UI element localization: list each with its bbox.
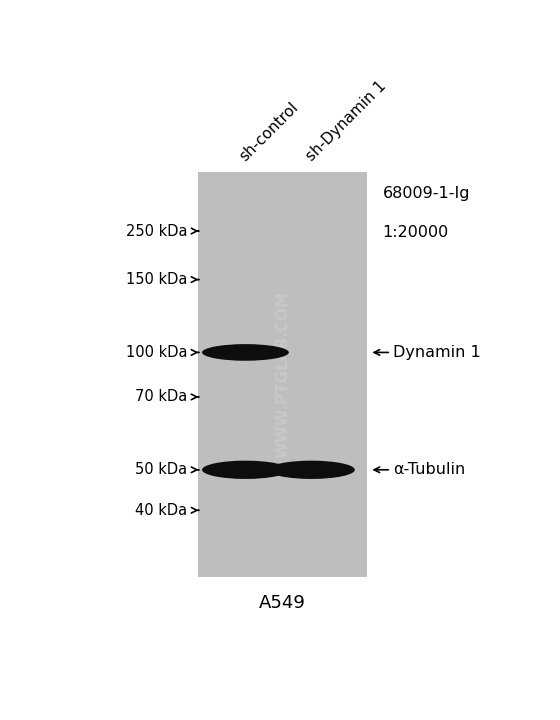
Bar [198,172,367,577]
Text: 100 kDa: 100 kDa [125,345,187,360]
Text: WWW.PTGLAB.COM: WWW.PTGLAB.COM [275,291,290,458]
Text: sh-Dynamin 1: sh-Dynamin 1 [303,78,389,164]
Text: 250 kDa: 250 kDa [125,223,187,238]
Ellipse shape [202,461,289,479]
Text: 40 kDa: 40 kDa [135,503,187,518]
Text: 68009-1-Ig: 68009-1-Ig [382,186,470,201]
Text: 1:20000: 1:20000 [382,225,449,240]
Text: α-Tubulin: α-Tubulin [393,462,465,477]
Text: Dynamin 1: Dynamin 1 [393,345,481,360]
Text: A549: A549 [259,594,306,612]
Text: 150 kDa: 150 kDa [126,272,187,287]
Text: sh-control: sh-control [237,99,301,164]
Ellipse shape [202,344,289,361]
Text: 70 kDa: 70 kDa [135,390,187,405]
Ellipse shape [268,461,355,479]
Text: 50 kDa: 50 kDa [135,462,187,477]
